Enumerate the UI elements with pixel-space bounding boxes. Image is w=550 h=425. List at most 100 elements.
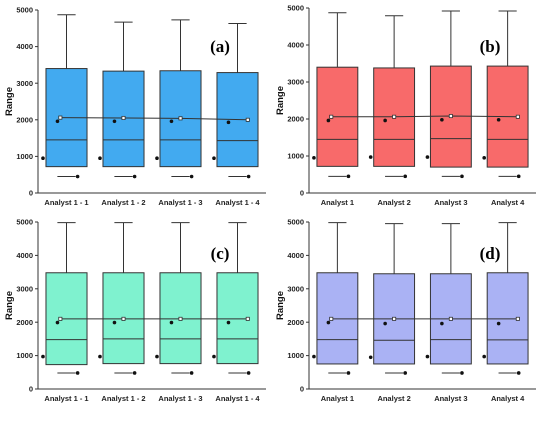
mean-marker	[112, 119, 117, 124]
min-point	[75, 174, 80, 179]
x-tick-label: Analyst 1 - 4	[215, 394, 260, 403]
outlier-point	[425, 354, 430, 359]
mean-marker	[169, 119, 174, 124]
y-tick-label: 5000	[287, 4, 304, 13]
mean-trend-marker	[329, 316, 334, 321]
mean-marker	[383, 321, 387, 326]
outlier-point	[482, 354, 486, 359]
outlier-point	[482, 156, 486, 160]
y-tick-label: 0	[300, 189, 304, 198]
box-2	[98, 21, 145, 179]
y-tick-label: 1000	[287, 152, 304, 161]
chart-panel-3: 0 1000 2000 3000 4000 5000 Range Analyst 1 - 1 A…	[4, 218, 266, 403]
outlier-point	[41, 354, 45, 359]
box-2	[368, 15, 416, 179]
min-point	[75, 371, 80, 375]
outlier-point	[425, 155, 430, 159]
mean-trend-marker	[121, 115, 126, 120]
mean-trend-marker	[392, 316, 397, 321]
mean-trend-marker	[448, 316, 453, 321]
min-point	[516, 371, 521, 375]
outlier-point	[212, 156, 216, 161]
mean-trend-marker	[245, 117, 250, 122]
box-3	[425, 10, 472, 179]
box-body	[216, 272, 259, 365]
mean-marker	[55, 320, 60, 325]
y-tick-label: 2000	[287, 318, 304, 327]
outlier-point	[212, 354, 216, 359]
min-point	[346, 174, 351, 179]
y-axis-label: Range	[4, 87, 15, 116]
x-tick-label: Analyst 1 - 1	[44, 394, 88, 403]
y-tick-label: 5000	[16, 6, 33, 15]
mean-marker	[226, 320, 231, 325]
y-tick-label: 3000	[16, 79, 33, 88]
min-point	[246, 174, 251, 179]
box-body	[486, 272, 529, 365]
y-tick-label: 4000	[287, 41, 304, 50]
mean-marker	[440, 321, 444, 326]
min-point	[403, 174, 408, 179]
x-tick-label: Analyst 1 - 2	[101, 394, 145, 403]
mean-marker	[496, 117, 501, 122]
x-tick-label: Analyst 1 - 2	[101, 198, 145, 207]
box-4	[482, 222, 529, 375]
y-tick-label: 1000	[16, 152, 33, 161]
x-tick-label: Analyst 4	[491, 394, 525, 403]
outlier-point	[312, 354, 316, 359]
mean-trend-marker	[515, 316, 520, 321]
x-tick-label: Analyst 1 - 1	[44, 198, 88, 207]
y-tick-label: 3000	[16, 284, 33, 293]
min-point	[403, 371, 408, 375]
mean-trend-marker	[392, 114, 397, 119]
box-1	[312, 12, 359, 179]
min-point	[132, 174, 137, 179]
y-tick-label: 3000	[287, 78, 304, 87]
mean-marker	[112, 320, 117, 325]
mean-marker	[326, 320, 331, 325]
y-tick-label: 2000	[287, 115, 304, 124]
outlier-point	[368, 155, 373, 159]
box-3	[155, 19, 202, 179]
min-point	[346, 371, 351, 375]
mean-trend-line	[331, 115, 518, 118]
x-tick-label: Analyst 2	[377, 198, 410, 207]
mean-marker	[169, 320, 174, 325]
min-point	[132, 371, 137, 375]
outlier-point	[155, 156, 159, 161]
mean-trend-marker	[178, 316, 183, 321]
panel-label: (a)	[210, 37, 230, 56]
box-1	[41, 222, 88, 375]
mean-trend-marker	[178, 116, 183, 121]
min-point	[189, 174, 194, 179]
outlier-point	[368, 355, 373, 360]
x-tick-label: Analyst 3	[434, 394, 467, 403]
y-tick-label: 4000	[16, 251, 33, 260]
y-tick-label: 5000	[16, 218, 33, 227]
mean-marker	[226, 120, 231, 125]
y-tick-label: 4000	[16, 42, 33, 51]
mean-trend-marker	[515, 114, 520, 119]
y-tick-label: 5000	[287, 218, 304, 227]
x-tick-label: Analyst 1	[321, 394, 354, 403]
y-tick-label: 1000	[287, 351, 304, 360]
outlier-point	[155, 354, 159, 359]
x-tick-label: Analyst 1 - 3	[158, 394, 202, 403]
y-tick-label: 0	[29, 189, 33, 198]
mean-marker	[496, 321, 501, 326]
box-body	[316, 272, 359, 365]
min-point	[460, 371, 464, 375]
y-axis-label: Range	[4, 291, 15, 320]
x-tick-label: Analyst 1 - 3	[158, 198, 202, 207]
mean-marker	[55, 119, 60, 124]
panel-label: (d)	[480, 244, 501, 263]
min-point	[460, 174, 464, 179]
chart-panel-1: 0 1000 2000 3000 4000 5000 Range Analyst 1 - 1 A…	[4, 6, 266, 207]
y-tick-label: 0	[29, 385, 33, 394]
panel-label: (c)	[211, 244, 230, 263]
min-point	[516, 174, 521, 179]
outlier-point	[98, 354, 102, 359]
x-tick-label: Analyst 4	[491, 198, 525, 207]
y-axis-label: Range	[275, 86, 286, 115]
